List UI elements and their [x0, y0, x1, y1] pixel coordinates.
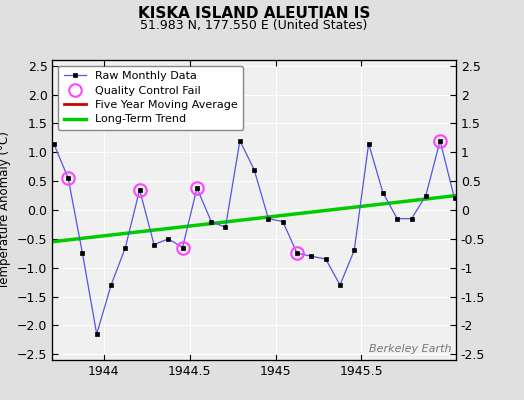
Legend: Raw Monthly Data, Quality Control Fail, Five Year Moving Average, Long-Term Tren: Raw Monthly Data, Quality Control Fail, … [58, 66, 243, 130]
Raw Monthly Data [151, 242, 157, 247]
Raw Monthly Data [237, 138, 243, 143]
Raw Monthly Data [251, 167, 257, 172]
Raw Monthly Data [79, 251, 85, 256]
Quality Control Fail [65, 176, 71, 181]
Raw Monthly Data [108, 282, 114, 287]
Raw Monthly Data [280, 219, 286, 224]
Raw Monthly Data [423, 193, 429, 198]
Raw Monthly Data [222, 225, 228, 230]
Quality Control Fail [437, 138, 443, 143]
Raw Monthly Data [437, 138, 443, 143]
Raw Monthly Data [380, 190, 386, 195]
Raw Monthly Data [323, 257, 329, 262]
Text: Berkeley Earth: Berkeley Earth [369, 344, 452, 354]
Quality Control Fail [294, 251, 300, 256]
Y-axis label: Temperature Anomaly (°C): Temperature Anomaly (°C) [0, 131, 12, 289]
Raw Monthly Data [208, 219, 214, 224]
Raw Monthly Data [179, 245, 185, 250]
Raw Monthly Data [408, 216, 414, 221]
Raw Monthly Data [194, 186, 200, 190]
Raw Monthly Data [165, 236, 171, 241]
Title: 51.983 N, 177.550 E (United States): 51.983 N, 177.550 E (United States) [140, 20, 368, 32]
Raw Monthly Data [65, 176, 71, 181]
Raw Monthly Data [351, 248, 357, 253]
Raw Monthly Data [308, 254, 314, 258]
Quality Control Fail [179, 245, 185, 250]
Line: Raw Monthly Data: Raw Monthly Data [51, 138, 457, 336]
Raw Monthly Data [294, 251, 300, 256]
Raw Monthly Data [451, 196, 457, 201]
Quality Control Fail [194, 186, 200, 190]
Raw Monthly Data [394, 216, 400, 221]
Line: Quality Control Fail: Quality Control Fail [62, 134, 446, 260]
Raw Monthly Data [94, 332, 100, 336]
Raw Monthly Data [136, 188, 143, 192]
Raw Monthly Data [51, 141, 57, 146]
Raw Monthly Data [122, 245, 128, 250]
Raw Monthly Data [366, 141, 372, 146]
Text: KISKA ISLAND ALEUTIAN IS: KISKA ISLAND ALEUTIAN IS [138, 6, 370, 21]
Raw Monthly Data [265, 216, 271, 221]
Quality Control Fail [136, 188, 143, 192]
Raw Monthly Data [337, 282, 343, 287]
